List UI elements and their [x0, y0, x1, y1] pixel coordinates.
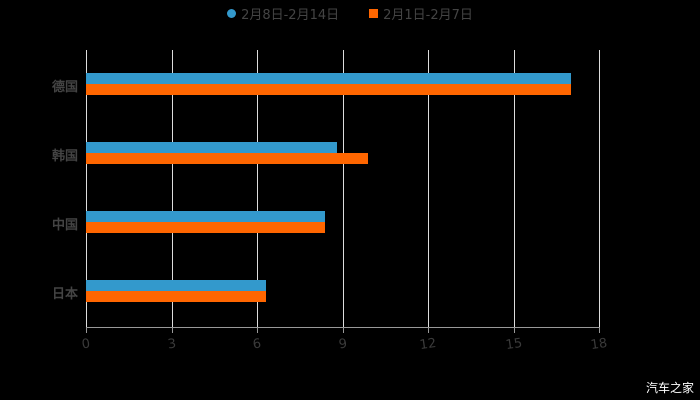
gridline — [428, 50, 429, 327]
gridline — [171, 50, 173, 327]
bar[interactable] — [86, 291, 266, 302]
gridline — [513, 50, 515, 327]
legend-item-week1[interactable]: 2月1日-2月7日 — [369, 4, 473, 23]
legend-label: 2月1日-2月7日 — [383, 8, 473, 23]
x-tick-label: 15 — [504, 335, 523, 354]
gridline — [599, 50, 600, 327]
x-tick — [342, 327, 344, 333]
gridline — [342, 50, 344, 327]
x-tick-label: 6 — [251, 336, 263, 353]
x-tick — [257, 327, 258, 333]
watermark: 汽车之家 — [645, 381, 694, 395]
bar[interactable] — [86, 280, 266, 291]
legend-circle-icon — [227, 9, 237, 18]
x-tick — [513, 327, 515, 333]
x-tick-label: 9 — [337, 336, 348, 353]
x-tick-label: 0 — [80, 336, 92, 353]
legend-square-icon — [369, 9, 379, 18]
bar[interactable] — [86, 84, 571, 95]
x-tick — [171, 327, 173, 333]
legend-item-week2[interactable]: 2月8日-2月14日 — [227, 4, 339, 23]
gridline — [86, 50, 87, 327]
legend-label: 2月8日-2月14日 — [241, 8, 340, 23]
category-label: 日本 — [51, 287, 78, 302]
category-label: 德国 — [51, 80, 78, 95]
x-tick — [599, 327, 600, 333]
x-tick-label: 3 — [166, 336, 177, 353]
chart-legend: 2月8日-2月14日 2月1日-2月7日 — [0, 4, 700, 23]
x-tick-label: 18 — [589, 335, 609, 354]
bar[interactable] — [86, 211, 326, 222]
bar[interactable] — [86, 153, 369, 164]
x-tick — [428, 327, 429, 333]
category-label: 韩国 — [51, 149, 78, 164]
x-tick — [86, 327, 87, 333]
plot-area — [86, 50, 600, 333]
bar[interactable] — [86, 73, 571, 84]
category-label: 中国 — [51, 218, 78, 233]
bar[interactable] — [86, 142, 337, 153]
x-tick-label: 12 — [418, 335, 438, 354]
bar[interactable] — [86, 222, 326, 233]
gridline — [257, 50, 258, 327]
